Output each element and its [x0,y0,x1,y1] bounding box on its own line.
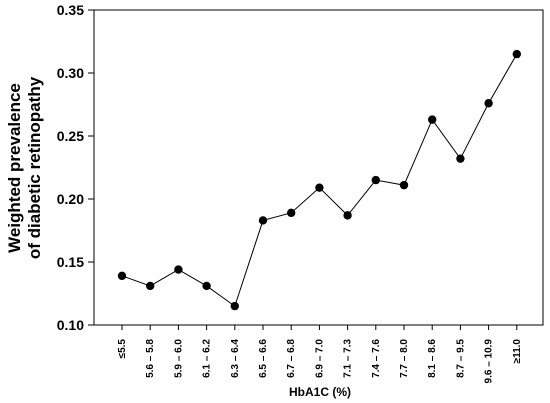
x-tick-label: 6.7 – 6.8 [286,339,297,378]
x-tick-label: 7.7 – 8.0 [399,339,410,378]
x-tick-label: ≤5.5 [117,339,128,359]
data-point [202,281,211,291]
data-point [456,154,465,163]
y-axis-ticks: 0.10 0.15 0.20 0.25 0.30 0.35 [57,2,94,333]
y-tick-label: 0.30 [57,65,84,81]
y-axis-title-line-2: of diabetic retinopathy [25,76,44,259]
x-tick-label: 7.4 – 7.6 [371,339,382,378]
data-point [343,211,352,220]
plot-area-border [93,9,544,326]
plot-frame [93,9,544,326]
y-tick-label: 0.35 [57,2,84,18]
x-tick-label: 8.1 – 8.6 [427,339,438,378]
x-tick-label: 6.3 – 6.4 [230,339,241,378]
data-point [117,271,127,281]
data-point [174,265,183,274]
x-tick-label: 7.1 – 7.3 [343,339,354,378]
data-point [399,180,409,190]
data-point [258,216,268,225]
x-tick-label: 8.7 – 9.5 [455,339,466,378]
x-tick-label: 6.9 – 7.0 [314,339,325,378]
x-tick-label: 5.6 – 5.8 [145,339,156,378]
x-tick-label: 6.1 – 6.2 [202,339,213,378]
data-point [315,183,324,192]
data-point [512,49,521,59]
data-point [230,301,239,311]
x-axis-ticks: ≤5.5 5.6 – 5.8 5.9 – 6.0 6.1 – 6.2 6.3 – 6.4… [117,325,523,383]
y-tick-label: 0.20 [57,191,84,207]
y-axis-title-line-1: Weighted prevalence [5,83,24,253]
y-tick-label: 0.15 [57,254,84,270]
data-point [428,115,437,124]
x-tick-label: 9.6 – 10.9 [484,339,495,384]
data-point [287,208,296,218]
x-tick-label: 6.5 – 6.6 [258,339,269,378]
data-point [371,175,380,185]
x-tick-label: 5.9 – 6.0 [173,339,184,378]
data-point [484,99,493,108]
x-axis-title: HbA1C (%) [289,385,351,399]
data-point [146,281,155,291]
y-tick-label: 0.10 [57,317,84,333]
series-markers [117,49,521,311]
x-tick-label: ≥11.0 [512,339,523,364]
y-tick-label: 0.25 [57,128,84,144]
